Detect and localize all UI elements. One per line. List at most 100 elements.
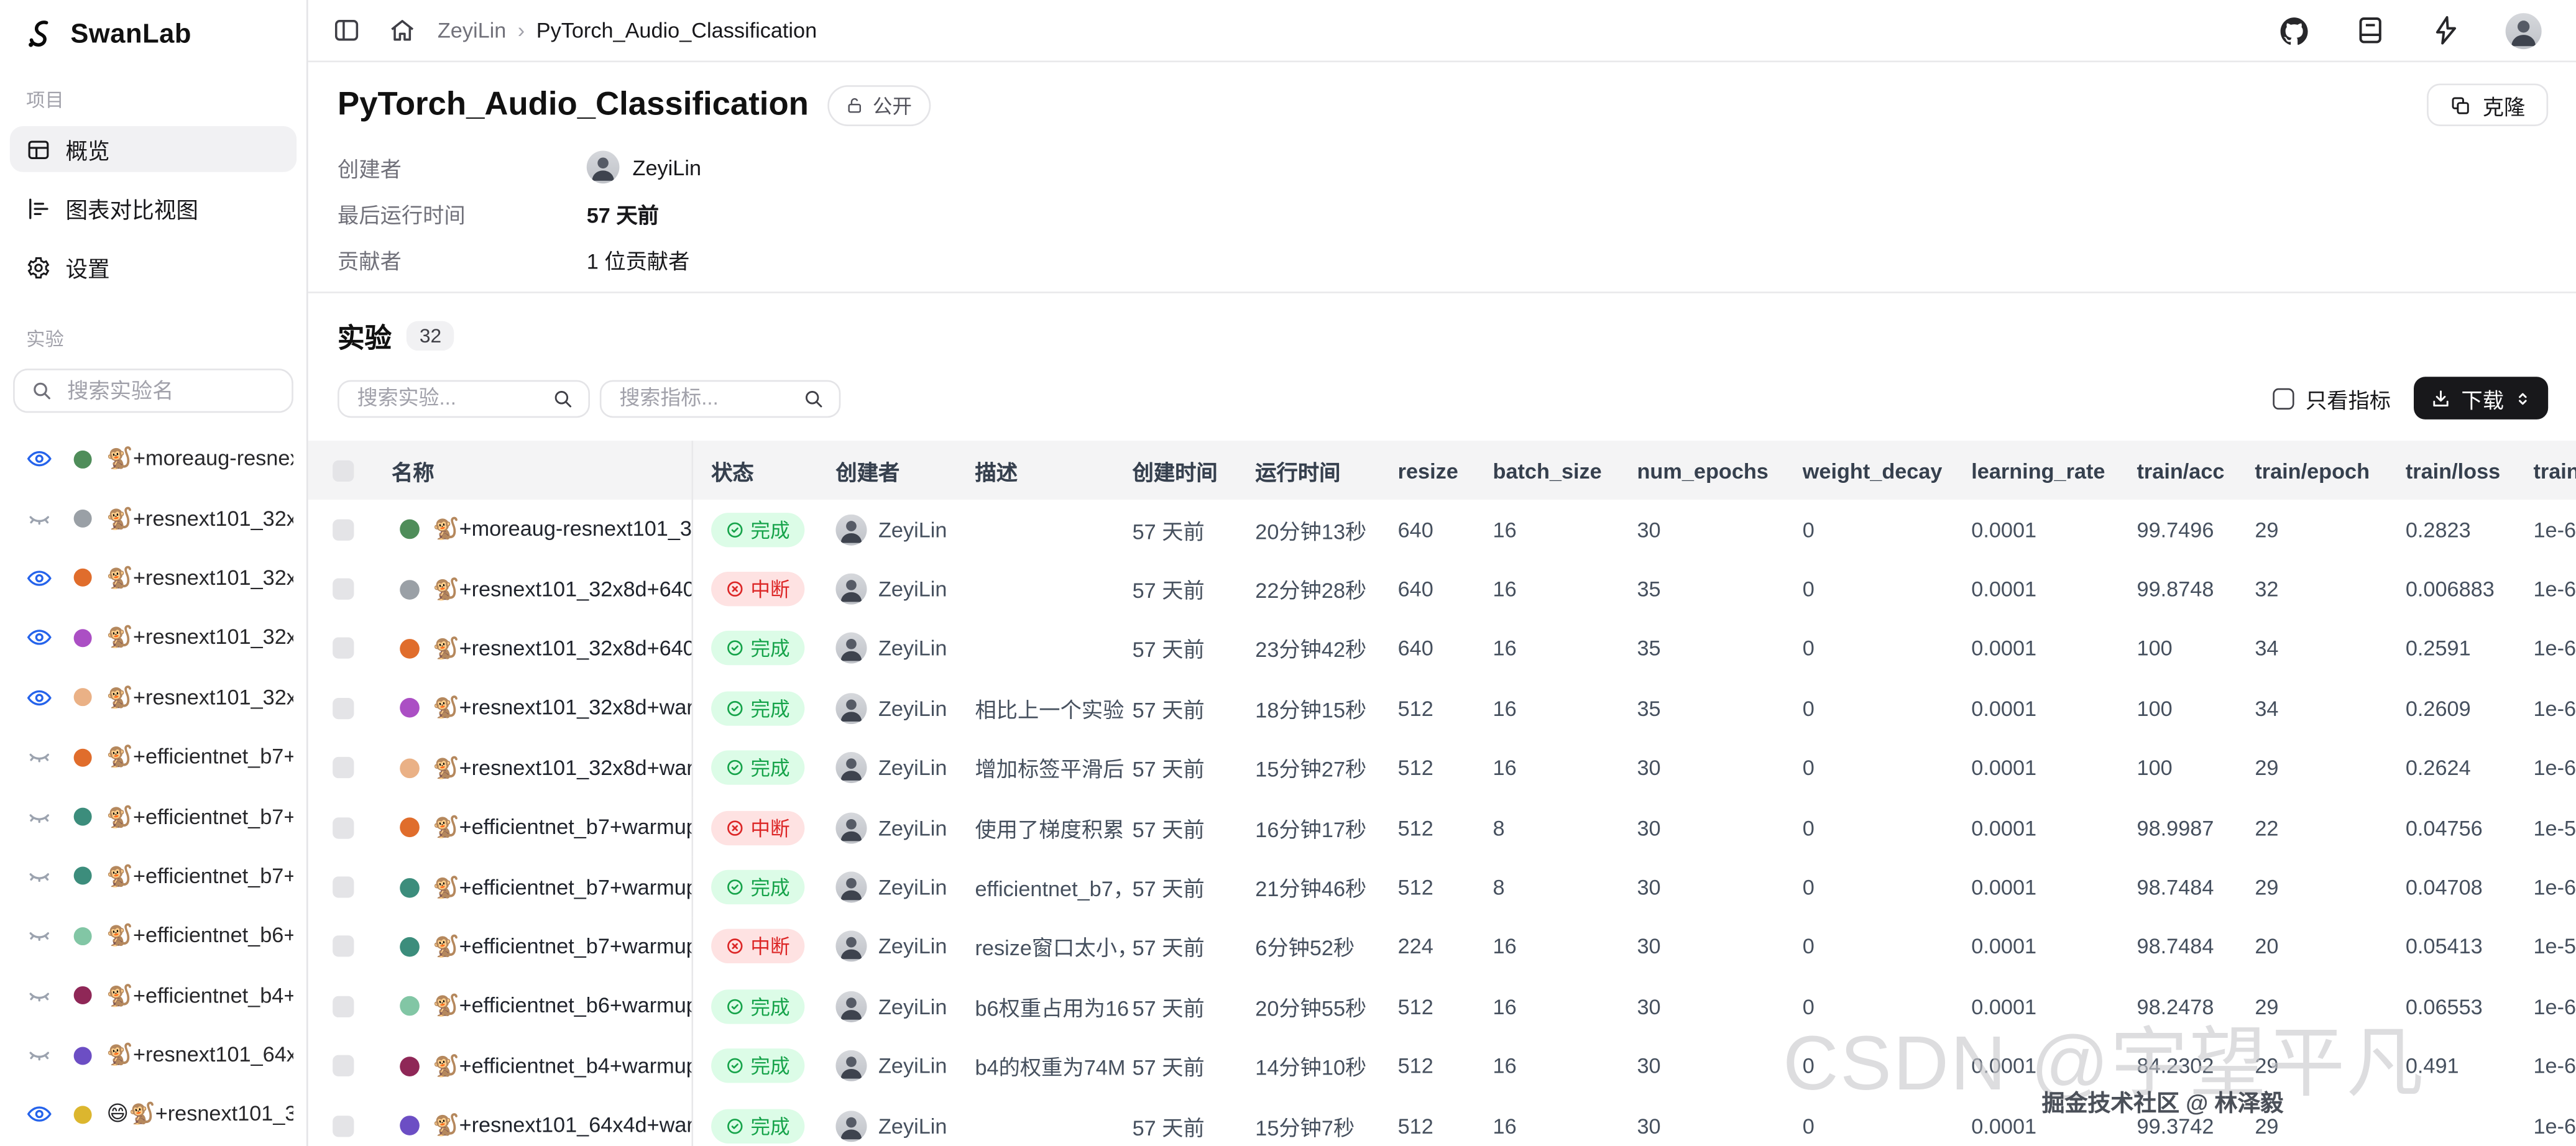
row-checkbox[interactable] [333, 697, 354, 719]
experiment-color-dot [73, 867, 92, 886]
table-row[interactable]: 🐒+moreaug-resnext101_32x8 完成 ZeyiLin 57 … [308, 500, 2576, 559]
cell-name[interactable]: 🐒+resnext101_64x4d+warmu [379, 1096, 691, 1146]
row-checkbox[interactable] [333, 817, 354, 838]
row-checkbox[interactable] [333, 638, 354, 659]
column-header-train-acc[interactable]: train/acc [2137, 457, 2225, 483]
eye-visible-icon[interactable] [26, 625, 52, 651]
column-header-runtime[interactable]: 运行时间 [1255, 459, 1341, 484]
sidebar-experiment-item[interactable]: 🐒+efficientnet_b7+warmup [0, 787, 306, 846]
metrics-only-checkbox[interactable] [2273, 387, 2294, 409]
sidebar-item-settings[interactable]: 设置 [10, 244, 297, 290]
cell-creator: ZeyiLin [832, 812, 972, 843]
sidebar-experiment-item[interactable]: 🐒+resnext101_32x8d+6… [0, 489, 306, 549]
eye-hidden-icon[interactable] [26, 804, 52, 830]
table-row[interactable]: 🐒+resnext101_64x4d+warmu 完成 ZeyiLin 57 天… [308, 1096, 2576, 1146]
column-header-resize[interactable]: resize [1397, 457, 1458, 483]
sidebar-experiment-item[interactable]: 🐒+resnext101_32x8d+6… [0, 549, 306, 608]
breadcrumb-user[interactable]: ZeyiLin [437, 17, 507, 43]
cell-name[interactable]: 🐒+efficientnet_b7+warmup+g [379, 798, 691, 858]
metrics-only-toggle[interactable]: 只看指标 [2273, 383, 2391, 414]
creator-name[interactable]: ZeyiLin [632, 155, 702, 180]
table-row[interactable]: 🐒+resnext101_32x8d+640+w 完成 ZeyiLin 57 天… [308, 618, 2576, 679]
search-experiment-input[interactable] [354, 385, 543, 411]
eye-hidden-icon[interactable] [26, 983, 52, 1009]
row-checkbox[interactable] [333, 996, 354, 1017]
table-row[interactable]: 🐒+resnext101_32x8d+640+w 中断 ZeyiLin 57 天… [308, 559, 2576, 619]
row-checkbox[interactable] [333, 578, 354, 600]
docs-icon[interactable] [2355, 15, 2386, 46]
column-header-learning-rate[interactable]: learning_rate [1971, 457, 2105, 483]
column-header-creator[interactable]: 创建者 [835, 459, 900, 484]
column-header-weight-decay[interactable]: weight_decay [1802, 457, 1943, 483]
cell-name[interactable]: 🐒+resnext101_32x8d+warmu [379, 738, 691, 798]
logo[interactable]: SwanLab [0, 0, 306, 51]
table-row[interactable]: 🐒+efficientnet_b6+warmup 完成 ZeyiLin b6权重… [308, 976, 2576, 1037]
search-metric-box[interactable] [599, 379, 841, 417]
table-row[interactable]: 🐒+efficientnet_b7+warmup 完成 ZeyiLin effi… [308, 857, 2576, 917]
cell-name[interactable]: 🐒+resnext101_32x8d+640+w [379, 559, 691, 619]
eye-hidden-icon[interactable] [26, 923, 52, 949]
cell-name[interactable]: 🐒+efficientnet_b7+warmup-22 [379, 917, 691, 977]
search-metric-input[interactable] [616, 385, 793, 411]
eye-hidden-icon[interactable] [26, 744, 52, 770]
column-header-train-epoch[interactable]: train/epoch [2255, 457, 2370, 483]
cell-name[interactable]: 🐒+moreaug-resnext101_32x8 [379, 500, 691, 559]
github-icon[interactable] [2278, 14, 2311, 47]
breadcrumb-project[interactable]: PyTorch_Audio_Classification [536, 17, 817, 43]
sidebar-toggle-icon[interactable] [333, 16, 361, 44]
eye-visible-icon[interactable] [26, 1102, 52, 1128]
table-row[interactable]: 🐒+resnext101_32x8d+warmu 完成 ZeyiLin 增加标签… [308, 738, 2576, 798]
eye-hidden-icon[interactable] [26, 863, 52, 889]
cell-name[interactable]: 🐒+efficientnet_b4+warmup [379, 1036, 691, 1096]
sidebar-experiment-item[interactable]: 🐒+resnext101_64x4d+w… [0, 1025, 306, 1085]
table-row[interactable]: 🐒+efficientnet_b7+warmup-22 中断 ZeyiLin r… [308, 917, 2576, 977]
table-row[interactable]: 🐒+resnext101_32x8d+warmu 完成 ZeyiLin 相比上一… [308, 678, 2576, 738]
cell-train-loss: 0.2823 [2405, 517, 2471, 542]
cell-name[interactable]: 🐒+efficientnet_b7+warmup [379, 858, 691, 917]
table-row[interactable]: 🐒+efficientnet_b7+warmup+g 中断 ZeyiLin 使用… [308, 797, 2576, 858]
select-all-checkbox[interactable] [333, 459, 354, 481]
column-header-desc[interactable]: 描述 [975, 459, 1018, 484]
column-header-name[interactable]: 名称 [392, 459, 435, 484]
column-header-batch-size[interactable]: batch_size [1493, 457, 1602, 483]
sidebar-experiment-item[interactable]: 🐒+efficientnet_b6+warmup [0, 906, 306, 966]
cell-name[interactable]: 🐒+efficientnet_b6+warmup [379, 976, 691, 1036]
column-header-status[interactable]: 状态 [691, 441, 832, 500]
experiment-search-input[interactable] [63, 377, 275, 405]
download-button[interactable]: 下载 [2413, 377, 2549, 419]
lightning-icon[interactable] [2430, 15, 2461, 46]
column-header-num-epochs[interactable]: num_epochs [1637, 457, 1769, 483]
eye-visible-icon[interactable] [26, 684, 52, 710]
home-icon[interactable] [389, 16, 416, 44]
eye-hidden-icon[interactable] [26, 505, 52, 531]
eye-visible-icon[interactable] [26, 446, 52, 472]
sidebar-item-overview[interactable]: 概览 [9, 126, 297, 172]
cell-name[interactable]: 🐒+resnext101_32x8d+640+w [379, 619, 691, 679]
table-row[interactable]: 🐒+efficientnet_b4+warmup 完成 ZeyiLin b4的权… [308, 1036, 2576, 1096]
user-avatar[interactable] [2505, 12, 2542, 48]
sidebar-item-chart-compare[interactable]: 图表对比视图 [10, 185, 297, 231]
row-checkbox[interactable] [333, 876, 354, 898]
sidebar-experiment-item[interactable]: 🐒+efficientnet_b7+warm… [0, 846, 306, 906]
eye-visible-icon[interactable] [26, 565, 52, 591]
sidebar-experiment-item[interactable]: 😄🐒+resnext101_32x8d+… [0, 1085, 306, 1145]
search-experiment-box[interactable] [338, 379, 591, 417]
row-checkbox[interactable] [333, 518, 354, 541]
sidebar-experiment-item[interactable]: 🐒+resnext101_32x8d+w… [0, 608, 306, 667]
column-header-created[interactable]: 创建时间 [1132, 459, 1218, 484]
row-checkbox[interactable] [333, 936, 354, 958]
cell-name[interactable]: 🐒+resnext101_32x8d+warmu [379, 679, 691, 738]
eye-hidden-icon[interactable] [26, 1042, 52, 1068]
column-header-train-loss[interactable]: train/loss [2405, 457, 2501, 483]
check-circle-icon [726, 639, 744, 658]
clone-button[interactable]: 克隆 [2427, 83, 2549, 126]
sidebar-experiment-item[interactable]: 🐒+efficientnet_b7+warm… [0, 727, 306, 787]
sidebar-experiment-item[interactable]: 🐒+efficientnet_b4+warmup [0, 966, 306, 1025]
experiment-search[interactable] [13, 369, 293, 413]
row-checkbox[interactable] [333, 757, 354, 779]
sidebar-experiment-item[interactable]: 🐒+moreaug-resnext101_… [0, 429, 306, 489]
column-header-train-lr[interactable]: train [2533, 457, 2576, 483]
row-checkbox[interactable] [333, 1055, 354, 1077]
sidebar-experiment-item[interactable]: 🐒+resnext101_32x8d+w… [0, 667, 306, 727]
row-checkbox[interactable] [333, 1115, 354, 1137]
